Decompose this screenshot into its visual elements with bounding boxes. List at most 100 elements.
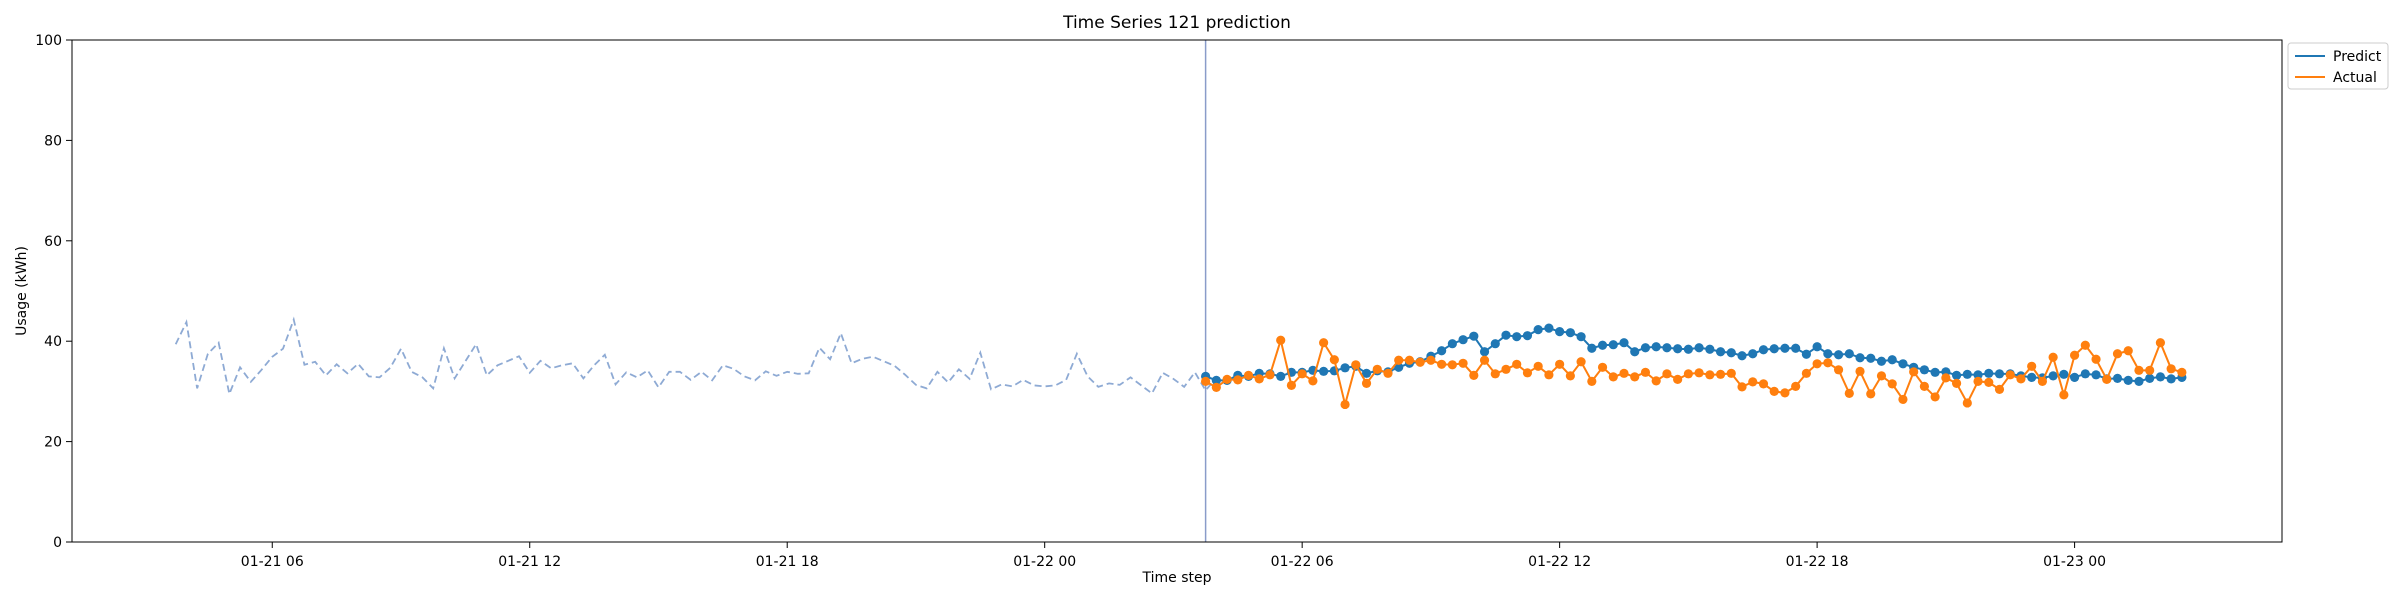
data-point-actual [1619,368,1629,378]
legend: Predict Actual [2287,42,2389,90]
data-point-predict [1544,323,1554,333]
data-point-actual [1522,368,1533,378]
data-point-actual [2080,340,2090,350]
data-point-actual [1404,355,1415,365]
data-point-actual [1833,365,1844,375]
data-point-predict [1748,349,1758,359]
data-point-predict [1769,344,1779,354]
data-point-predict [1630,347,1640,357]
data-point-actual [1898,394,1908,405]
data-point-actual [1801,368,1811,378]
data-point-actual [1415,357,1425,367]
data-point-predict [2080,369,2090,379]
data-point-actual [1984,377,1994,387]
data-point-predict [1479,347,1490,357]
data-point-actual [1233,375,1243,385]
data-point-predict [1597,340,1608,350]
data-point-predict [1447,339,1457,349]
data-point-actual [1973,376,1983,386]
data-point-predict [1458,335,1468,345]
data-point-predict [2166,374,2176,384]
data-point-predict [1437,346,1447,356]
data-point-predict [1683,344,1693,354]
data-point-predict [1737,351,1747,361]
data-point-predict [1619,338,1629,348]
data-point-predict [1576,332,1586,342]
data-point-actual [1640,367,1651,377]
data-point-actual [1630,372,1640,382]
data-point-actual [1201,376,1211,386]
data-point-predict [1394,362,1404,372]
x-tick-label: 01-22 18 [1786,554,1849,570]
data-point-actual [1447,360,1457,370]
data-point-actual [1437,359,1447,369]
data-point-predict [1758,345,1769,355]
data-point-actual [1351,360,1361,370]
data-point-actual [2091,354,2101,364]
data-point-actual [1608,372,1618,382]
data-point-actual [1694,368,1704,378]
data-point-predict [1490,339,1500,349]
data-point-actual [1673,374,1683,384]
data-point-predict [1898,359,1908,369]
y-axis-label: Usage (kWh) [14,246,30,336]
data-point-predict [1662,343,1672,353]
x-tick-label: 01-21 06 [241,554,304,570]
legend-actual-label: Actual [2333,70,2377,86]
data-point-actual [1297,369,1307,379]
data-point-actual [1662,369,1672,379]
y-tick-label: 60 [44,234,62,250]
data-point-actual [1887,379,1897,389]
data-point-actual [1748,377,1758,387]
data-point-actual [1211,382,1221,392]
data-point-predict [1469,331,1479,341]
data-point-predict [1844,349,1854,359]
y-tick-label: 100 [35,33,62,49]
data-point-predict [1565,328,1575,338]
data-point-actual [2059,390,2069,400]
data-point-predict [1726,348,1736,358]
data-point-actual [1919,381,1929,391]
data-point-actual [1651,376,1661,386]
data-point-actual [1930,392,1940,402]
y-tick-label: 20 [44,435,62,451]
data-point-actual [2037,376,2047,386]
data-point-predict [1501,330,1511,340]
y-tick-label: 0 [53,535,62,551]
data-point-actual [1383,368,1393,378]
data-point-actual [1866,389,1876,399]
data-point-actual [2005,370,2015,380]
data-point-predict [1555,327,1565,337]
data-point-predict [1994,369,2005,379]
data-point-predict [1951,370,1962,380]
data-point-predict [1866,353,1876,363]
data-point-predict [1919,365,1929,375]
data-point-actual [1737,382,1747,392]
x-tick-label: 01-21 12 [498,554,561,570]
data-point-predict [1340,363,1350,373]
data-point-actual [1533,361,1543,371]
x-tick-label: 01-22 06 [1271,554,1334,570]
data-point-actual [1941,373,1951,383]
data-point-predict [1833,350,1844,360]
data-point-predict [1587,343,1597,353]
data-point-predict [2091,370,2101,380]
data-point-actual [1276,335,1286,345]
x-tick-label: 01-21 18 [756,554,819,570]
data-point-predict [2155,372,2166,382]
x-axis-label: Time step [1142,570,1212,586]
data-point-actual [1490,369,1500,379]
data-point-actual [1758,379,1769,389]
data-point-actual [1715,369,1726,379]
data-point-actual [1319,338,1329,348]
data-point-predict [1705,344,1715,354]
data-point-actual [1855,366,1865,376]
x-tick-label: 01-22 12 [1528,554,1591,570]
data-point-actual [2048,352,2058,362]
axes: 0 20 40 60 80 100 01-21 06 01-21 12 01-21 18 01-2… [35,33,2106,570]
data-point-predict [2145,373,2155,383]
data-point-predict [2123,375,2133,385]
data-point-predict [1973,370,1983,380]
